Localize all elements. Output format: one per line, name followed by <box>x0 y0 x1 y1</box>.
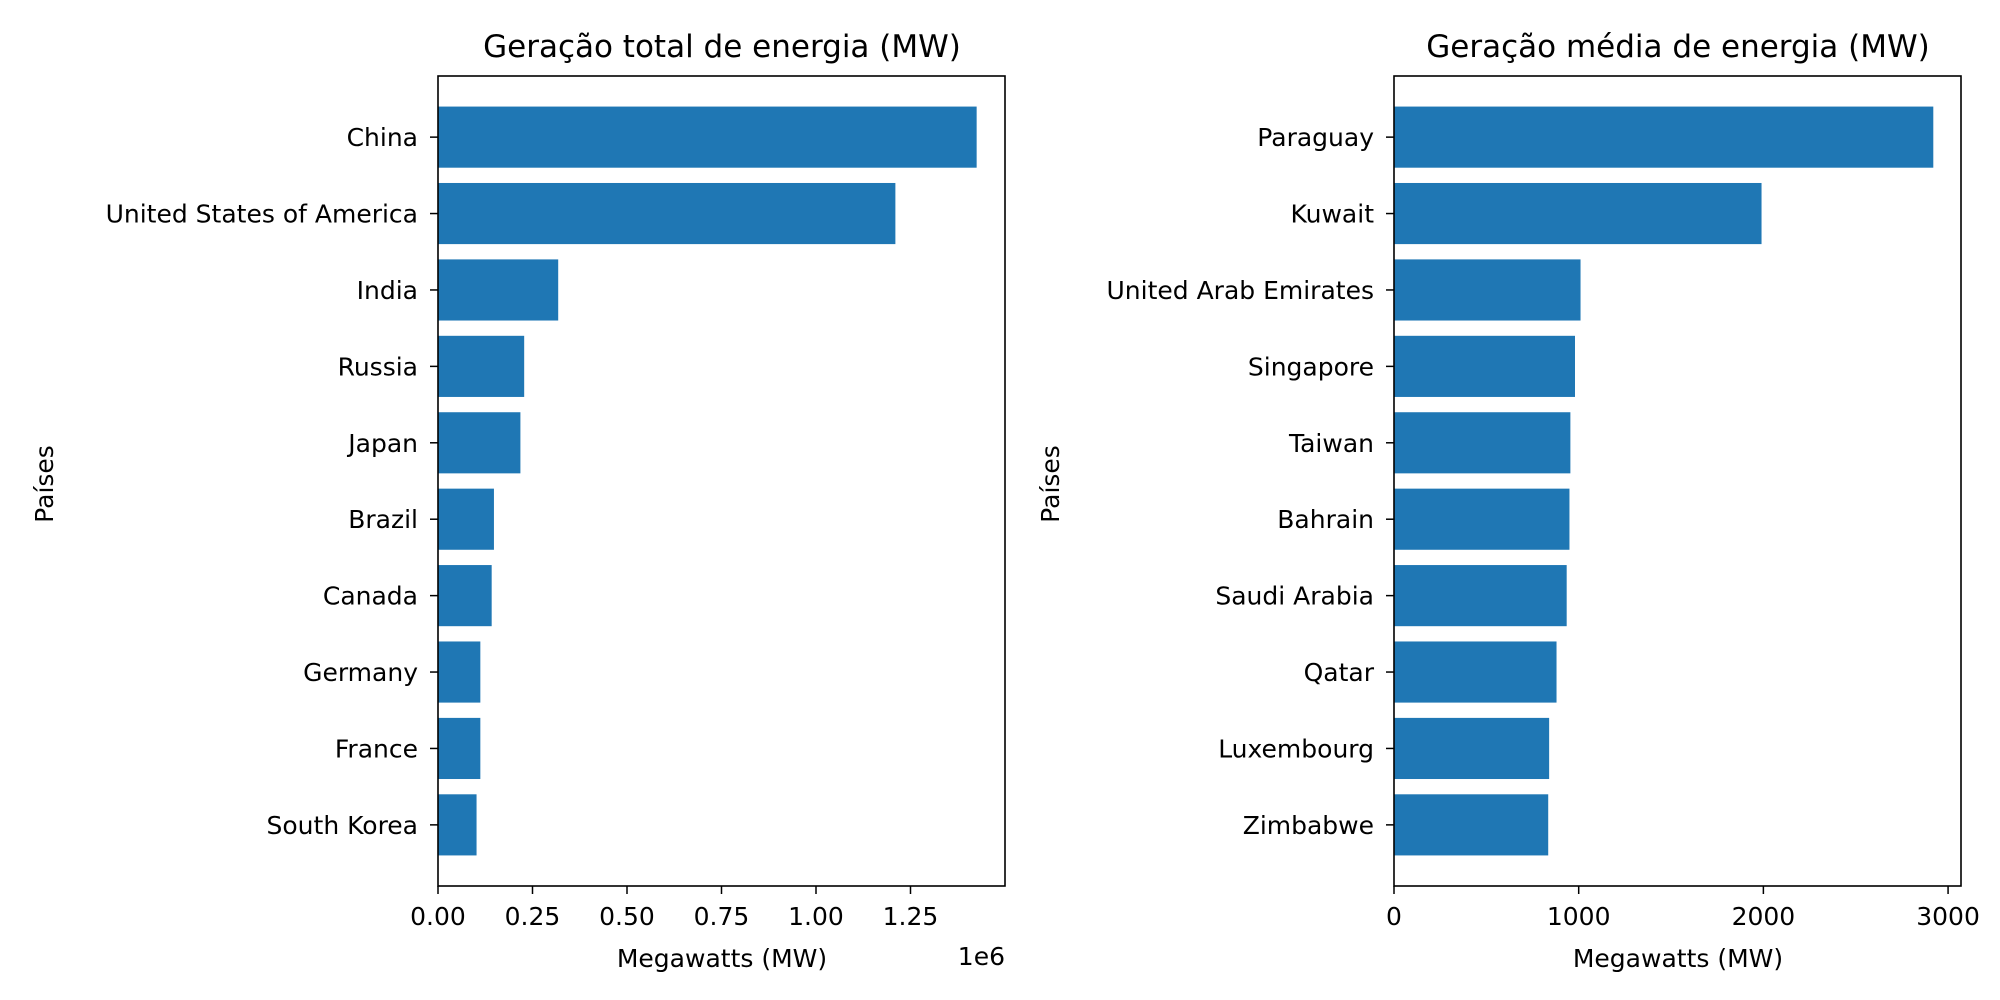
bar <box>438 259 559 321</box>
y-tick-label: Bahrain <box>1277 505 1374 534</box>
bar <box>438 641 481 703</box>
bar <box>438 488 494 550</box>
bar <box>1394 335 1575 397</box>
x-tick-label: 1.25 <box>883 902 939 931</box>
bar <box>1394 794 1549 856</box>
y-tick-label: Germany <box>303 658 418 687</box>
chart-title: Geração total de energia (MW) <box>483 29 961 65</box>
y-tick-label: United Arab Emirates <box>1106 276 1374 305</box>
y-tick-label: Russia <box>338 352 418 381</box>
axes-frame <box>1393 75 1962 887</box>
y-tick-label: Paraguay <box>1257 123 1374 152</box>
chart-total-generation: Geração total de energia (MW) Países Meg… <box>30 29 1006 973</box>
y-tick-label: Taiwan <box>1288 429 1374 458</box>
x-tick-label: 2000 <box>1732 902 1796 931</box>
y-axis-label: Países <box>1036 445 1065 523</box>
y-tick-label: United States of America <box>106 200 418 229</box>
x-axis-offset-text: 1e6 <box>958 942 1005 971</box>
bar <box>438 182 896 245</box>
y-tick-label: France <box>335 734 418 763</box>
plot-area: Paraguay Kuwait United Arab Emirates Singap… <box>1106 75 1980 931</box>
axes-frame <box>437 75 1006 887</box>
x-tick-label: 0.00 <box>410 902 466 931</box>
y-tick-label: Kuwait <box>1290 200 1374 229</box>
x-tick-label: 1000 <box>1547 902 1611 931</box>
x-axis-label: Megawatts (MW) <box>617 944 827 973</box>
bar <box>1394 488 1570 550</box>
bar <box>1394 182 1762 245</box>
x-tick-label: 1.00 <box>788 902 844 931</box>
y-tick-label: Singapore <box>1248 352 1374 381</box>
bar <box>1394 259 1581 321</box>
bar <box>1394 641 1557 703</box>
x-tick-label: 0.75 <box>694 902 750 931</box>
y-tick-label: India <box>357 276 418 305</box>
bar <box>1394 412 1571 474</box>
bar <box>438 335 525 397</box>
bar <box>1394 565 1567 627</box>
bar <box>438 794 477 856</box>
y-tick-label: Brazil <box>348 505 418 534</box>
bar <box>1394 717 1550 780</box>
chart-title: Geração média de energia (MW) <box>1426 29 1929 65</box>
x-tick-label: 0 <box>1386 902 1402 931</box>
y-axis-label: Países <box>30 445 59 523</box>
bar <box>438 565 492 627</box>
x-axis-label: Megawatts (MW) <box>1573 944 1783 973</box>
y-tick-label: China <box>347 123 418 152</box>
x-tick-label: 0.50 <box>599 902 655 931</box>
y-tick-label: Qatar <box>1304 658 1375 687</box>
plot-area: China United States of America India Russia… <box>106 75 1006 931</box>
bar <box>438 717 481 780</box>
bar <box>438 412 521 474</box>
bar <box>438 106 977 168</box>
y-tick-label: South Korea <box>267 811 418 840</box>
x-tick-label: 0.25 <box>505 902 561 931</box>
y-tick-label: Luxembourg <box>1218 734 1374 763</box>
y-tick-label: Zimbabwe <box>1243 811 1374 840</box>
bar <box>1394 106 1934 168</box>
y-tick-label: Canada <box>323 582 418 611</box>
y-tick-label: Saudi Arabia <box>1215 582 1374 611</box>
chart-average-generation: Geração média de energia (MW) Países Meg… <box>1036 29 1980 973</box>
x-tick-label: 3000 <box>1916 902 1980 931</box>
y-tick-label: Japan <box>346 429 418 458</box>
